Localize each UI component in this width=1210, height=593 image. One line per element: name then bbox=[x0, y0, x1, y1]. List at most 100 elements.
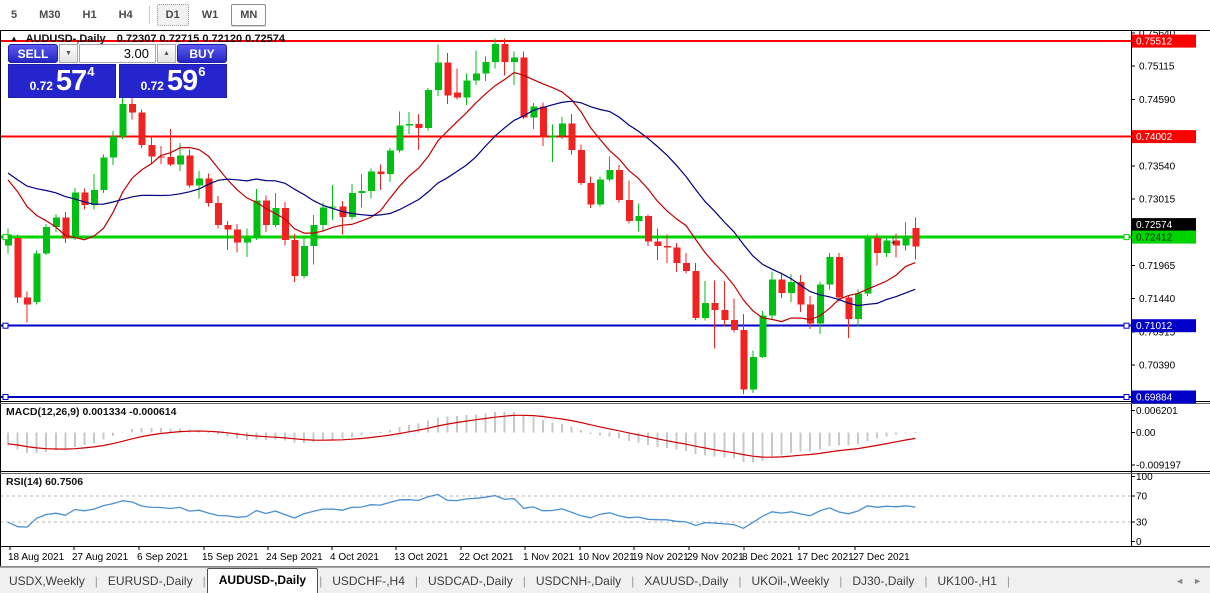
price-tag bbox=[1132, 218, 1196, 232]
tab-separator: | bbox=[1006, 574, 1010, 588]
macd-axis-label: -0.009197 bbox=[1136, 461, 1181, 472]
tabs-scroll-right-icon[interactable]: ► bbox=[1193, 576, 1202, 586]
tab-separator: | bbox=[924, 574, 928, 588]
buy-price-pip: 6 bbox=[198, 64, 206, 79]
timeframe-button-w1[interactable]: W1 bbox=[201, 9, 219, 21]
tabs-scroll-left-icon[interactable]: ◄ bbox=[1175, 576, 1185, 586]
date-label: 10 Nov 2021 bbox=[578, 552, 635, 563]
macd-axis-label: 0.00 bbox=[1136, 428, 1156, 439]
macd-label: MACD(12,26,9) 0.001334 -0.000614 bbox=[6, 406, 177, 418]
date-axis: 18 Aug 2021 27 Aug 2021 6 Sep 2021 15 Sep 2… bbox=[8, 546, 910, 563]
price-tag-label: 0.72412 bbox=[1136, 233, 1173, 244]
buy-price-big: 59 bbox=[166, 65, 198, 97]
macd-histogram bbox=[7, 412, 917, 463]
date-label: 29 Nov 2021 bbox=[687, 552, 744, 563]
timeframe-button-d1[interactable]: D1 bbox=[156, 4, 189, 26]
chart-ohlc-values: 0.72307 0.72715 0.72120 0.72574 bbox=[116, 33, 285, 45]
ma-slow-line bbox=[7, 100, 916, 307]
rsi-axis-label: 0 bbox=[1136, 537, 1142, 548]
trade-panel-price-row: 0.72 57 4 0.72 59 6 bbox=[8, 64, 227, 98]
panel-borders bbox=[0, 30, 1210, 567]
chart-title: ▲ AUDUSD-,Daily 0.72307 0.72715 0.72120 … bbox=[10, 33, 285, 45]
price-tag bbox=[1132, 34, 1196, 48]
candles-layer bbox=[5, 38, 920, 395]
tab-separator: | bbox=[94, 574, 98, 588]
timeframe-toolbar: 5 M30 H1 H4 D1 W1 MN bbox=[0, 0, 1210, 30]
horizontal-lines[interactable] bbox=[0, 40, 1131, 398]
line-handle[interactable] bbox=[2, 322, 9, 329]
tab-usdchf-h4[interactable]: USDCHF-,H4 bbox=[332, 574, 405, 588]
tab-xauusd-daily[interactable]: XAUUSD-,Daily bbox=[644, 574, 729, 588]
rsi-line bbox=[7, 493, 916, 530]
price-tick-label: 0.70915 bbox=[1139, 327, 1176, 338]
line-handle[interactable] bbox=[2, 394, 9, 400]
tab-audusd-daily[interactable]: AUDUSD-,Daily bbox=[206, 568, 319, 593]
timeframe-button-m30[interactable]: M30 bbox=[39, 9, 61, 21]
macd-axis-label: 0.006201 bbox=[1136, 406, 1178, 417]
price-tag bbox=[1132, 130, 1196, 144]
volume-decrease-button[interactable]: ▼ bbox=[59, 44, 78, 63]
buy-price-display[interactable]: 0.72 59 6 bbox=[119, 64, 227, 98]
buy-price-prefix: 0.72 bbox=[140, 79, 164, 93]
price-tag-label: 0.72574 bbox=[1136, 220, 1173, 231]
date-label: 27 Aug 2021 bbox=[72, 552, 129, 563]
line-handle[interactable] bbox=[1123, 394, 1130, 400]
price-axis: 0.756400.751150.745900.735400.730150.719… bbox=[1131, 30, 1196, 548]
tab-separator: | bbox=[738, 574, 742, 588]
sell-price-pip: 4 bbox=[87, 64, 95, 79]
chart-symbol-label: AUDUSD-,Daily bbox=[25, 33, 106, 45]
date-label: 19 Nov 2021 bbox=[632, 552, 689, 563]
tab-usdcnh-daily[interactable]: USDCNH-,Daily bbox=[535, 574, 622, 588]
tab-usdcad-daily[interactable]: USDCAD-,Daily bbox=[428, 574, 513, 588]
price-tick-label: 0.75115 bbox=[1139, 62, 1175, 73]
date-label: 22 Oct 2021 bbox=[459, 552, 514, 563]
price-tick-label: 0.70390 bbox=[1139, 361, 1176, 372]
chart-canvas[interactable]: ↓0.756400.751150.745900.735400.730150.71… bbox=[0, 30, 1210, 567]
collapse-triangle-icon[interactable]: ▲ bbox=[10, 34, 18, 43]
date-label: 17 Dec 2021 bbox=[797, 552, 854, 563]
timeframe-button-h4[interactable]: H4 bbox=[118, 9, 133, 21]
rsi-axis-label: 30 bbox=[1136, 518, 1148, 529]
timeframe-button-mn[interactable]: MN bbox=[231, 4, 267, 26]
price-tick-label: 0.74590 bbox=[1139, 95, 1176, 106]
sell-price-big: 57 bbox=[55, 65, 87, 97]
date-label: 8 Dec 2021 bbox=[742, 552, 794, 563]
tab-usdx-weekly[interactable]: USDX,Weekly bbox=[9, 574, 85, 588]
line-handle[interactable] bbox=[1123, 234, 1130, 241]
price-tag-label: 0.71012 bbox=[1136, 321, 1173, 332]
sell-button[interactable]: SELL bbox=[8, 44, 58, 63]
tab-eurusd-daily[interactable]: EURUSD-,Daily bbox=[107, 574, 193, 588]
date-label: 18 Aug 2021 bbox=[8, 552, 65, 563]
one-click-trade-panel: SELL ▼ 3.00 ▲ BUY 0.72 57 4 0.72 59 6 bbox=[8, 44, 227, 98]
trade-panel-top-row: SELL ▼ 3.00 ▲ BUY bbox=[8, 44, 227, 63]
tab-uk100-h1[interactable]: UK100-,H1 bbox=[937, 574, 997, 588]
price-tag-label: 0.69884 bbox=[1136, 393, 1173, 404]
macd-signal-line bbox=[7, 414, 916, 458]
volume-increase-button[interactable]: ▲ bbox=[157, 44, 176, 63]
tab-separator: | bbox=[319, 574, 323, 588]
sell-price-display[interactable]: 0.72 57 4 bbox=[8, 64, 116, 98]
tab-dj30-daily[interactable]: DJ30-,Daily bbox=[852, 574, 915, 588]
tab-ukoil-weekly[interactable]: UKOil-,Weekly bbox=[751, 574, 830, 588]
ma-fast-line bbox=[7, 71, 916, 323]
tab-separator: | bbox=[414, 574, 419, 588]
price-tag-label: 0.75512 bbox=[1136, 37, 1173, 48]
price-tag bbox=[1132, 390, 1196, 404]
date-label: 15 Sep 2021 bbox=[202, 552, 259, 563]
date-label: 13 Oct 2021 bbox=[394, 552, 449, 563]
buy-button[interactable]: BUY bbox=[177, 44, 227, 63]
price-tick-label: 0.73015 bbox=[1139, 195, 1176, 206]
timeframe-button-h1[interactable]: H1 bbox=[82, 9, 97, 21]
tab-separator: | bbox=[522, 574, 526, 588]
price-tag bbox=[1132, 230, 1196, 244]
tab-separator: | bbox=[631, 574, 635, 588]
arrow-down-icon[interactable]: ↓ bbox=[890, 232, 897, 247]
date-label: 4 Oct 2021 bbox=[330, 552, 379, 563]
timeframe-button-5[interactable]: 5 bbox=[11, 9, 18, 21]
line-handle[interactable] bbox=[1123, 322, 1130, 329]
date-label: 24 Sep 2021 bbox=[266, 552, 323, 563]
symbol-tabbar: USDX,Weekly | EURUSD-,Daily | AUDUSD-,Daily |… bbox=[0, 567, 1210, 593]
line-handle[interactable] bbox=[2, 234, 9, 241]
volume-input[interactable]: 3.00 bbox=[79, 44, 156, 63]
date-label: 6 Sep 2021 bbox=[137, 552, 189, 563]
